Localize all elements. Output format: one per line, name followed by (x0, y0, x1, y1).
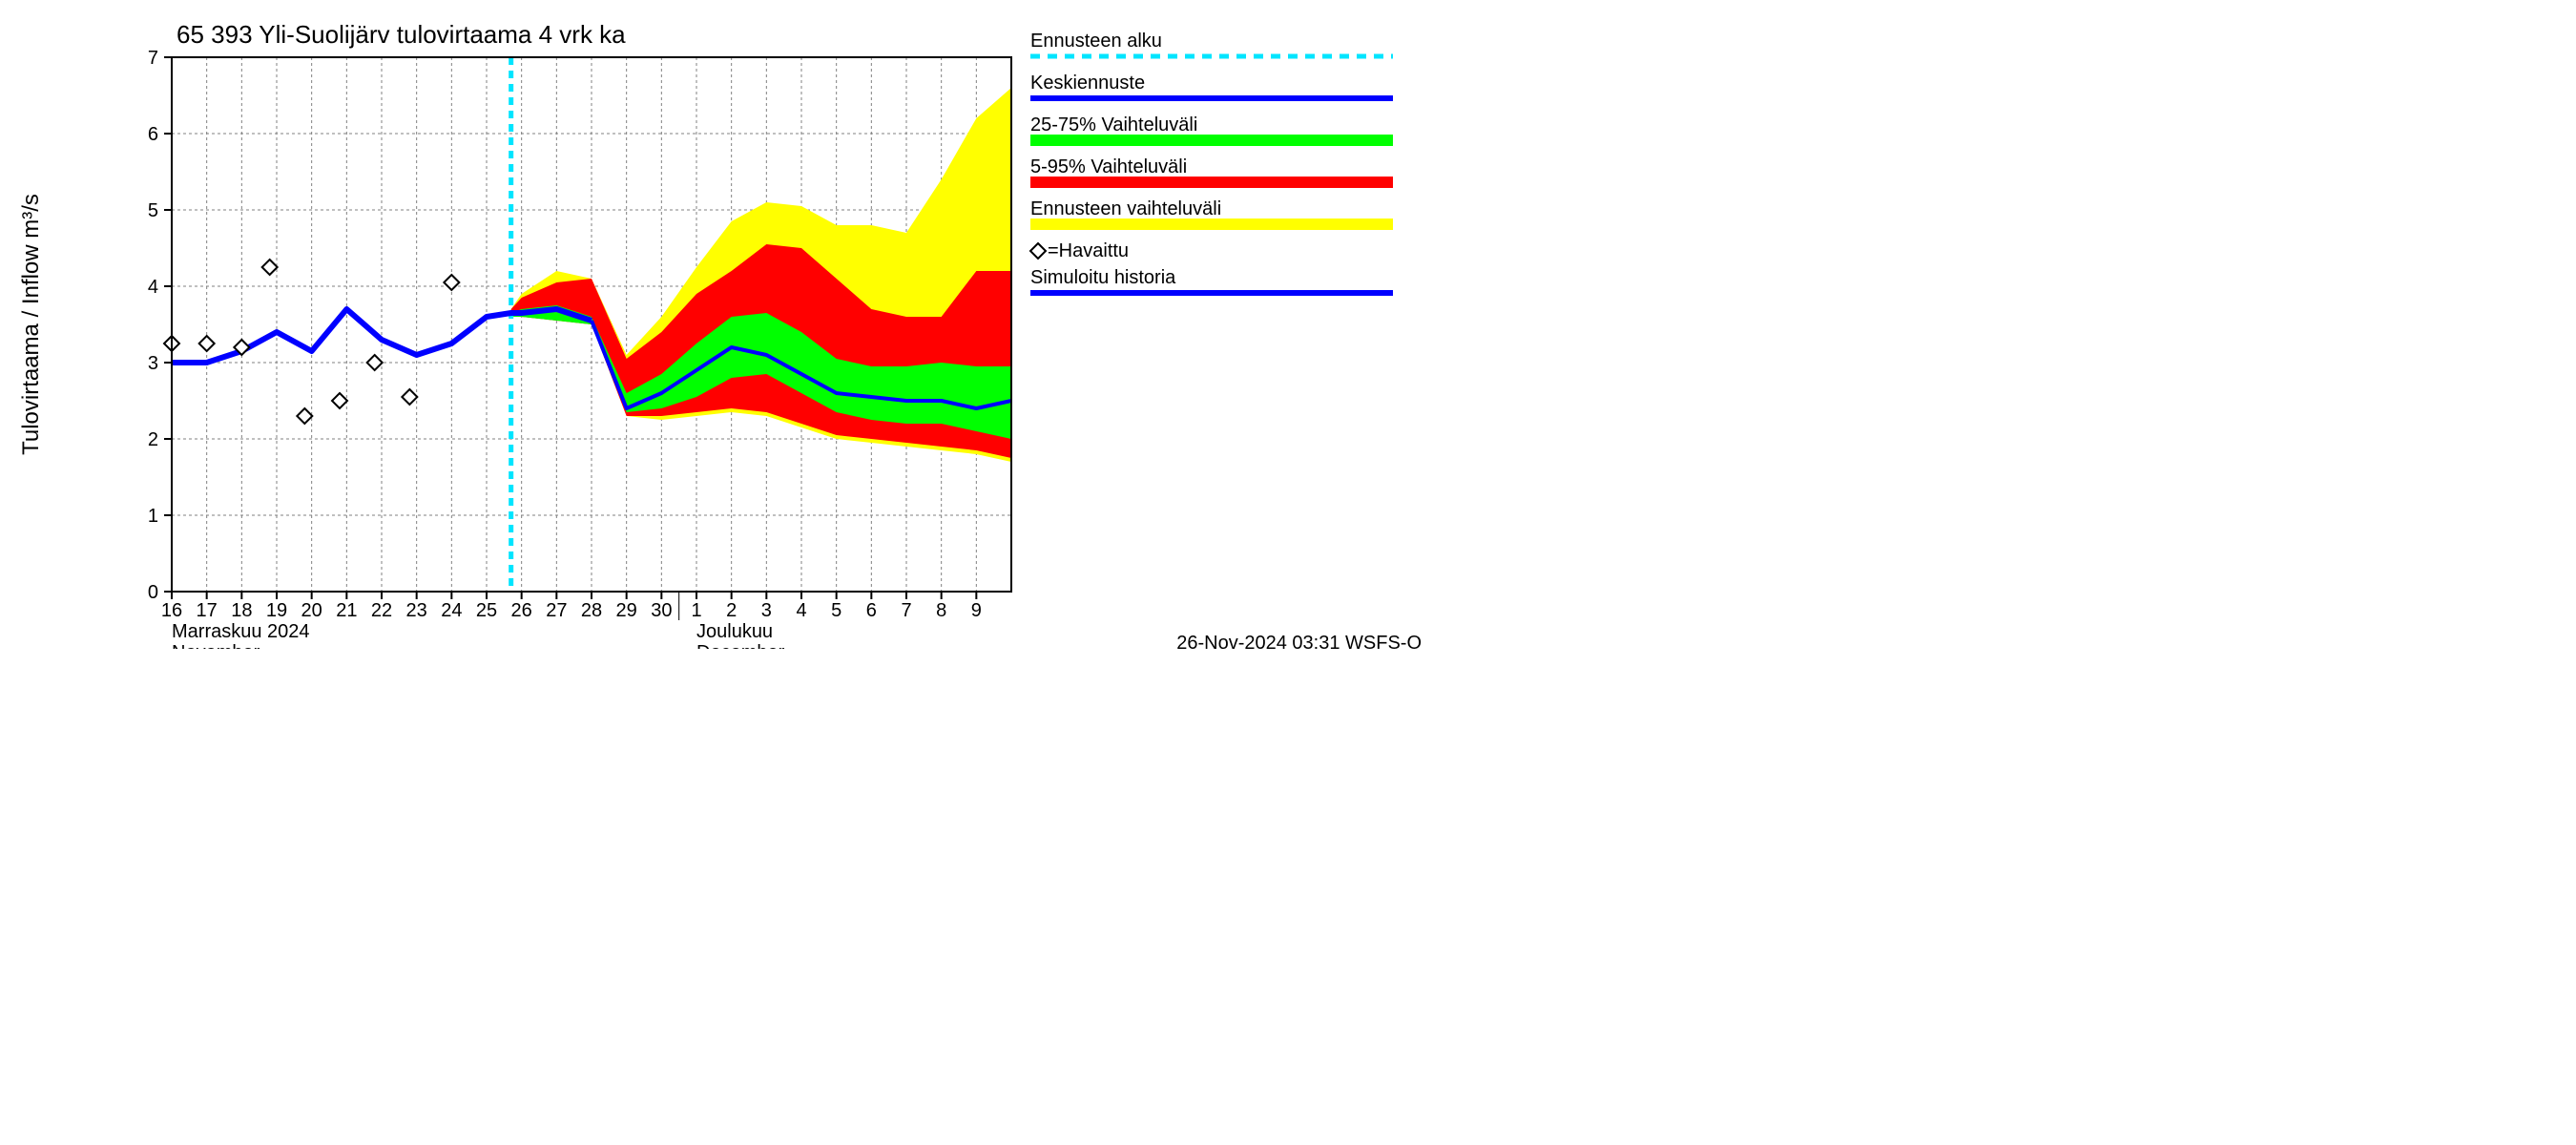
svg-text:21: 21 (336, 600, 357, 621)
svg-text:7: 7 (901, 600, 911, 621)
svg-text:16: 16 (161, 600, 182, 621)
svg-text:17: 17 (197, 600, 218, 621)
svg-text:18: 18 (231, 600, 252, 621)
chart-title: 65 393 Yli-Suolijärv tulovirtaama 4 vrk … (177, 20, 626, 49)
svg-text:3: 3 (148, 353, 158, 374)
svg-text:27: 27 (546, 600, 567, 621)
legend-label-observed: =Havaittu (1048, 240, 1129, 261)
month1-en: November (172, 642, 260, 649)
svg-text:6: 6 (148, 124, 158, 145)
svg-text:20: 20 (301, 600, 322, 621)
month2-en: December (696, 642, 785, 649)
legend-swatch-band_full (1030, 219, 1393, 230)
legend-label-mean_forecast: Keskiennuste (1030, 73, 1145, 94)
svg-text:6: 6 (866, 600, 877, 621)
svg-text:1: 1 (691, 600, 701, 621)
chart-svg: 0123456716171819202122232425262728293012… (0, 0, 1431, 649)
legend-label-history: Simuloitu historia (1030, 267, 1176, 288)
svg-text:9: 9 (971, 600, 982, 621)
svg-text:22: 22 (371, 600, 392, 621)
svg-text:0: 0 (148, 582, 158, 603)
legend-label-forecast_start: Ennusteen alku (1030, 31, 1162, 52)
chart-footer: 26-Nov-2024 03:31 WSFS-O (1176, 633, 1422, 649)
svg-text:26: 26 (511, 600, 532, 621)
legend-swatch-band_25_75 (1030, 135, 1393, 146)
legend-label-band_5_95: 5-95% Vaihteluväli (1030, 156, 1187, 177)
svg-text:29: 29 (616, 600, 637, 621)
month1-fi: Marraskuu 2024 (172, 621, 310, 642)
svg-text:2: 2 (726, 600, 737, 621)
svg-text:2: 2 (148, 429, 158, 450)
svg-text:5: 5 (148, 200, 158, 221)
svg-text:24: 24 (441, 600, 462, 621)
svg-text:7: 7 (148, 48, 158, 69)
svg-text:5: 5 (831, 600, 841, 621)
month2-fi: Joulukuu (696, 621, 773, 642)
svg-text:4: 4 (796, 600, 806, 621)
chart-container: 0123456716171819202122232425262728293012… (0, 0, 1431, 649)
svg-text:23: 23 (406, 600, 427, 621)
svg-text:8: 8 (936, 600, 946, 621)
svg-text:3: 3 (761, 600, 772, 621)
svg-text:25: 25 (476, 600, 497, 621)
y-axis-label: Tulovirtaama / Inflow m³/s (18, 194, 44, 455)
svg-text:19: 19 (266, 600, 287, 621)
legend-swatch-band_5_95 (1030, 177, 1393, 188)
svg-text:4: 4 (148, 277, 158, 298)
svg-text:28: 28 (581, 600, 602, 621)
legend-label-band_full: Ennusteen vaihteluväli (1030, 198, 1221, 219)
legend-label-band_25_75: 25-75% Vaihteluväli (1030, 114, 1197, 135)
svg-text:1: 1 (148, 506, 158, 527)
svg-text:30: 30 (651, 600, 672, 621)
